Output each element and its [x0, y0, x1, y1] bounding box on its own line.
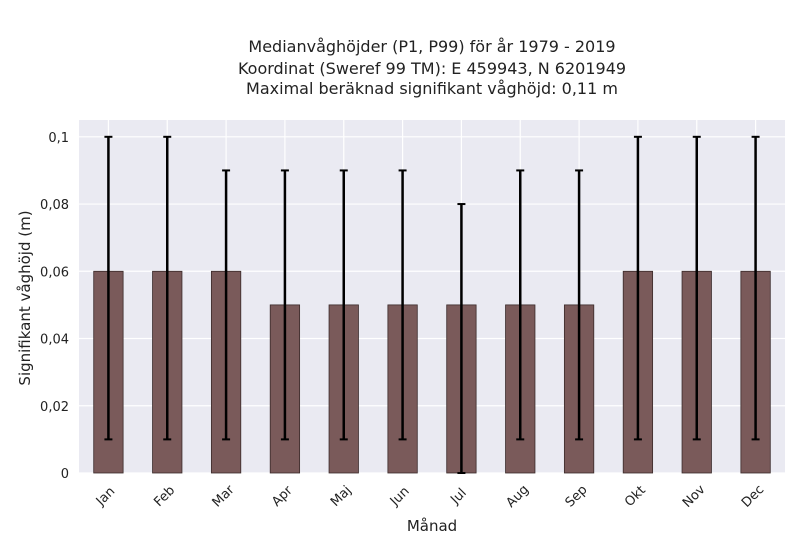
y-tick-label: 0,06: [40, 265, 69, 280]
y-tick-label: 0,08: [40, 198, 69, 213]
x-tick-label: Apr: [269, 483, 296, 510]
x-tick-label: Sep: [563, 483, 591, 511]
x-tick-label: Okt: [622, 483, 649, 510]
x-tick-label: Maj: [328, 483, 355, 510]
title-line-3: Maximal beräknad signifikant våghöjd: 0,…: [246, 79, 618, 98]
error-bars: [104, 135, 760, 474]
y-tick-label: 0,1: [48, 131, 69, 146]
x-tick-label: Jul: [447, 486, 469, 508]
plot-area: [79, 120, 785, 473]
y-axis-label: Signifikant våghöjd (m): [16, 210, 34, 385]
x-tick-label: Mar: [210, 482, 238, 510]
x-axis-ticks: Jan Feb Mar Apr Maj Jun Jul Aug Sep Okt Nov Dec: [93, 482, 767, 511]
y-tick-label: 0,04: [40, 333, 69, 348]
x-tick-label: Aug: [503, 482, 532, 511]
x-tick-label: Nov: [680, 482, 709, 511]
x-tick-label: Jan: [93, 484, 118, 509]
y-tick-label: 0: [61, 467, 69, 482]
x-axis-label: Månad: [407, 517, 457, 535]
x-tick-label: Dec: [739, 482, 767, 510]
y-axis-ticks: 0 0,02 0,04 0,06 0,08 0,1: [40, 131, 69, 482]
y-tick-label: 0,02: [40, 400, 69, 415]
title-line-2: Koordinat (Sweref 99 TM): E 459943, N 62…: [238, 59, 626, 78]
x-tick-label: Feb: [151, 483, 178, 510]
x-tick-label: Jun: [387, 484, 413, 510]
chart-title: Medianvåghöjder (P1, P99) för år 1979 - …: [238, 37, 626, 98]
title-line-1: Medianvåghöjder (P1, P99) för år 1979 - …: [248, 37, 615, 56]
